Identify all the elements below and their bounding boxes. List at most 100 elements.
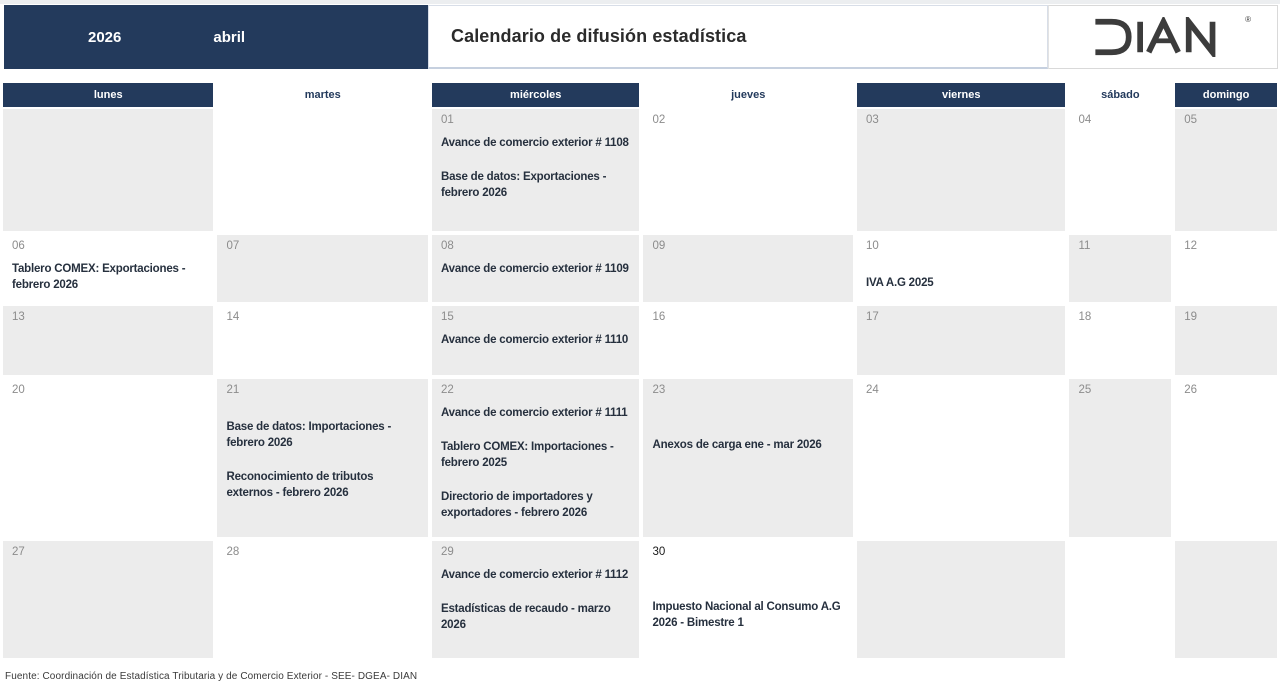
calendar-cell-empty: [1175, 541, 1277, 658]
month-year-box: 2026 abril: [4, 5, 428, 69]
calendar-cell-26: 26: [1175, 379, 1277, 537]
calendar-cell-22: 22 Avance de comercio exterior # 1111 Tabl…: [431, 379, 640, 537]
calendar-cell-01: 01 Avance de comercio exterior # 1108 Base…: [431, 109, 640, 231]
calendar-cell-28: 28: [217, 541, 428, 658]
year-label: 2026: [88, 28, 122, 46]
window-top-edge: [0, 0, 1280, 4]
calendar-cell-25: 25: [1069, 379, 1172, 537]
cell-date: 05: [1184, 114, 1198, 126]
cell-date: 28: [226, 546, 240, 558]
cell-date: 21: [226, 384, 240, 396]
cell-date: 17: [865, 311, 879, 323]
calendar-cell-13: 13: [3, 306, 214, 375]
blank-line: [866, 257, 1058, 271]
calendar-cell-10: 10 IVA A.G 2025: [856, 235, 1066, 302]
event-label: Directorio de importadores y exportadore…: [440, 491, 593, 519]
cell-date: 10: [865, 240, 879, 252]
cell-date: 26: [1184, 384, 1198, 396]
event-label: Avance de comercio exterior # 1112: [440, 569, 629, 581]
cell-date: 22: [440, 384, 454, 396]
event-label: Avance de comercio exterior # 1111: [440, 407, 628, 419]
event-label: Tablero COMEX: Importaciones - febrero 2…: [440, 441, 614, 469]
calendar-cell-05: 05: [1175, 109, 1277, 231]
cell-date: 24: [865, 384, 879, 396]
calendar-grid: 01 Avance de comercio exterior # 1108 Base…: [3, 109, 1277, 658]
cell-date: 02: [652, 114, 666, 126]
calendar-cell-11: 11: [1069, 235, 1172, 302]
cell-date: 04: [1078, 114, 1092, 126]
calendar-cell-30: 30 Impuesto Nacional al Consumo A.G 2026 …: [643, 541, 853, 658]
event-label: Reconocimiento de tributos externos - fe…: [226, 471, 374, 499]
calendar-cell-15: 15 Avance de comercio exterior # 1110: [431, 306, 640, 375]
event-label: Avance de comercio exterior # 1109: [440, 263, 629, 275]
event-label: IVA A.G 2025: [865, 277, 934, 289]
calendar-cell-03: 03: [856, 109, 1066, 231]
cell-date: 30: [652, 546, 666, 558]
cell-date: 18: [1078, 311, 1092, 323]
calendar-cell-06: 06 Tablero COMEX: Exportaciones - febrero…: [3, 235, 214, 302]
event-label: Avance de comercio exterior # 1110: [440, 334, 629, 346]
cell-date: 15: [440, 311, 454, 323]
calendar-cell-19: 19: [1175, 306, 1277, 375]
weekday-viernes: viernes: [856, 83, 1066, 107]
calendar-cell-empty: [3, 109, 214, 231]
event-label: Base de datos: Exportaciones - febrero 2…: [440, 171, 607, 199]
weekday-jueves: jueves: [643, 83, 853, 107]
title-box: Calendario de difusión estadística: [428, 5, 1048, 69]
page-title: Calendario de difusión estadística: [451, 26, 747, 46]
blank-line: [226, 401, 420, 415]
calendar-cell-20: 20: [3, 379, 214, 537]
cell-date: 14: [226, 311, 240, 323]
cell-date: 29: [440, 546, 454, 558]
calendar-cell-24: 24: [856, 379, 1066, 537]
calendar-cell-02: 02: [643, 109, 853, 231]
cell-date: 06: [12, 240, 25, 252]
weekday-domingo: domingo: [1175, 83, 1277, 107]
cell-date: 16: [652, 311, 666, 323]
weekday-sabado: sábado: [1069, 83, 1172, 107]
cell-date: 08: [440, 240, 454, 252]
cell-date: 09: [652, 240, 666, 252]
cell-date: 12: [1184, 240, 1198, 252]
month-label: abril: [213, 28, 246, 46]
blank-line: [652, 581, 845, 595]
cell-date: 01: [440, 114, 454, 126]
calendar-cell-16: 16: [643, 306, 853, 375]
calendar-cell-27: 27: [3, 541, 214, 658]
cell-date: 23: [652, 384, 666, 396]
event-label: Base de datos: Importaciones - febrero 2…: [226, 421, 392, 449]
calendar-cell-08: 08 Avance de comercio exterior # 1109: [431, 235, 640, 302]
weekday-header-row: lunes martes miércoles jueves viernes sábado d…: [3, 83, 1277, 107]
calendar-cell-04: 04: [1069, 109, 1172, 231]
calendar-cell-17: 17: [856, 306, 1066, 375]
event-label: Tablero COMEX: Exportaciones - febrero 2…: [12, 263, 186, 291]
dian-logo-icon: [1095, 17, 1216, 57]
cell-date: 27: [12, 546, 25, 558]
cell-date: 11: [1078, 240, 1091, 252]
calendar-cell-18: 18: [1069, 306, 1172, 375]
calendar-cell-14: 14: [217, 306, 428, 375]
blank-line: [652, 563, 845, 577]
calendar-header: 2026 abril Calendario de difusión estadí…: [4, 5, 1278, 69]
calendar-cell-21: 21 Base de datos: Importaciones - febrero…: [217, 379, 428, 537]
cell-date: 13: [12, 311, 25, 323]
calendar-cell-empty: [217, 109, 428, 231]
registered-trademark-icon: ®: [1245, 15, 1251, 24]
dian-logo: ®: [1048, 5, 1278, 69]
cell-date: 25: [1078, 384, 1092, 396]
event-label: Estadísticas de recaudo - marzo 2026: [440, 603, 611, 631]
cell-date: 03: [865, 114, 879, 126]
weekday-miercoles: miércoles: [431, 83, 640, 107]
calendar-cell-empty: [856, 541, 1066, 658]
calendar-cell-07: 07: [217, 235, 428, 302]
calendar-cell-29: 29 Avance de comercio exterior # 1112 Esta…: [431, 541, 640, 658]
event-label: Impuesto Nacional al Consumo A.G 2026 - …: [652, 601, 841, 629]
cell-date: 20: [12, 384, 25, 396]
cell-date: 19: [1184, 311, 1198, 323]
blank-line: [652, 419, 845, 433]
weekday-lunes: lunes: [3, 83, 214, 107]
source-note: Fuente: Coordinación de Estadística Trib…: [5, 671, 418, 682]
calendar-cell-09: 09: [643, 235, 853, 302]
calendar-cell-12: 12: [1175, 235, 1277, 302]
calendar-cell-empty: [1069, 541, 1172, 658]
